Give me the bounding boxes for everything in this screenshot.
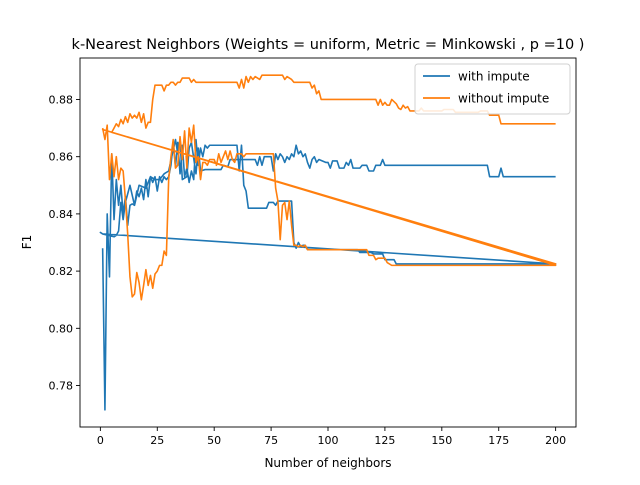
x-tick-label: 50 (207, 434, 221, 447)
x-tick-label: 125 (374, 434, 395, 447)
y-axis-label: F1 (20, 235, 34, 250)
y-tick-label: 0.88 (49, 93, 74, 106)
x-tick-label: 100 (318, 434, 339, 447)
legend: with impute without impute (414, 63, 571, 115)
y-axis-ticks: 0.78 0.80 0.82 0.84 0.86 0.88 (49, 93, 80, 393)
y-tick-label: 0.82 (49, 265, 74, 278)
series-line-with-impute (99, 138, 557, 411)
x-tick-label: 200 (545, 434, 566, 447)
legend-box (414, 63, 571, 115)
y-tick-label: 0.84 (49, 208, 74, 221)
x-tick-label: 0 (97, 434, 104, 447)
x-axis-ticks: 0 25 50 75 100 125 150 175 200 (97, 427, 566, 447)
x-tick-label: 175 (488, 434, 509, 447)
plot-lines (99, 74, 557, 411)
legend-label-without-impute: without impute (458, 92, 549, 106)
series-line-without-impute (101, 74, 557, 301)
x-tick-label: 75 (264, 434, 278, 447)
y-tick-label: 0.80 (49, 322, 74, 335)
x-axis-label: Number of neighbors (264, 456, 391, 470)
legend-label-with-impute: with impute (458, 70, 530, 84)
chart-title: k-Nearest Neighbors (Weights = uniform, … (72, 37, 585, 53)
y-tick-label: 0.86 (49, 151, 74, 164)
x-tick-label: 150 (431, 434, 452, 447)
x-tick-label: 25 (150, 434, 164, 447)
y-tick-label: 0.78 (49, 380, 74, 393)
